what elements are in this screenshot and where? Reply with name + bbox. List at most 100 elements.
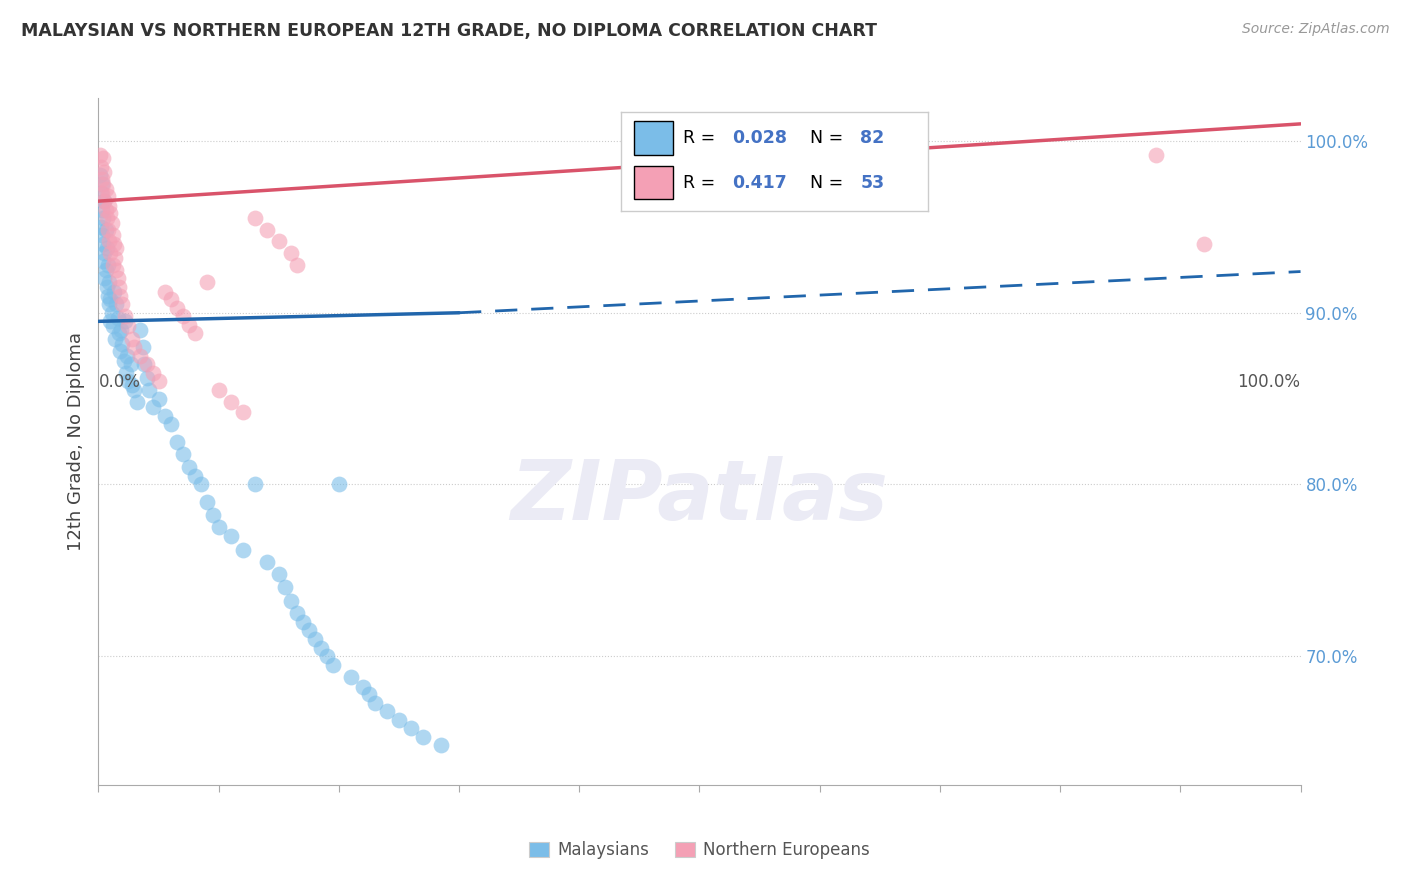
Point [111,336,134,351]
Point [105,262,128,277]
Text: MALAYSIAN VS NORTHERN EUROPEAN 12TH GRADE, NO DIPLOMA CORRELATION CHART: MALAYSIAN VS NORTHERN EUROPEAN 12TH GRAD… [21,22,877,40]
Point [100,306,122,320]
Point [315,649,337,664]
Point [112,354,135,368]
Point [172,309,194,323]
Point [93,271,115,285]
Point [91,237,114,252]
Point [364,696,387,710]
Point [90,160,112,174]
Point [1144,148,1167,162]
Text: 100.0%: 100.0% [1237,373,1301,391]
Point [232,542,254,557]
Point [132,357,155,371]
Point [103,285,125,300]
Point [91,254,114,268]
Point [399,721,422,735]
Point [232,405,254,419]
Point [243,211,266,226]
Point [98,297,121,311]
Point [91,202,114,217]
Point [100,206,122,220]
Text: 0.0%: 0.0% [98,373,141,391]
Point [117,349,139,363]
Point [219,529,242,543]
Point [105,297,128,311]
Point [129,349,152,363]
Point [322,657,344,672]
Point [91,228,114,243]
Point [195,275,218,289]
Point [114,314,136,328]
Point [172,446,194,460]
Point [108,280,131,294]
Point [195,494,218,508]
Point [101,228,124,243]
Point [1194,237,1216,252]
Y-axis label: 12th Grade, No Diploma: 12th Grade, No Diploma [66,332,84,551]
Point [104,251,127,265]
Point [129,323,152,337]
Point [107,310,129,325]
Point [190,477,212,491]
Point [104,331,127,345]
Point [309,640,332,655]
Point [96,240,118,254]
Point [110,323,132,337]
Point [96,280,118,294]
Point [91,177,114,191]
Point [267,566,290,581]
Point [201,508,224,523]
Point [114,309,136,323]
Point [97,223,120,237]
Point [91,186,114,200]
Point [153,285,176,300]
Point [107,271,129,285]
Text: Source: ZipAtlas.com: Source: ZipAtlas.com [1241,22,1389,37]
Point [328,477,350,491]
Point [108,288,131,302]
Point [274,581,297,595]
Point [98,199,121,213]
Legend: Malaysians, Northern Europeans: Malaysians, Northern Europeans [523,835,876,866]
Point [94,202,117,217]
Point [90,219,112,234]
Point [93,194,115,208]
Point [100,217,122,231]
Point [117,319,139,334]
Point [159,292,181,306]
Point [148,375,170,389]
Point [124,383,146,397]
Point [97,189,120,203]
Point [94,262,117,277]
Point [166,434,188,449]
Point [219,395,242,409]
Point [430,739,453,753]
Point [97,258,120,272]
Point [91,211,114,226]
Point [93,245,115,260]
Point [148,392,170,406]
Point [121,377,143,392]
Text: ZIPatlas: ZIPatlas [510,456,889,537]
Point [89,169,111,183]
Point [94,223,117,237]
Point [97,288,120,302]
Point [93,194,115,208]
Point [183,326,205,341]
Point [90,186,112,200]
Point [125,395,148,409]
Point [280,245,302,260]
Point [98,234,121,248]
Point [304,632,326,646]
Point [285,607,308,621]
Point [256,555,278,569]
Point [91,151,114,165]
Point [100,292,122,306]
Point [108,343,131,358]
Point [94,182,117,196]
Point [117,375,139,389]
Point [357,687,380,701]
Point [100,245,122,260]
Point [132,340,155,354]
